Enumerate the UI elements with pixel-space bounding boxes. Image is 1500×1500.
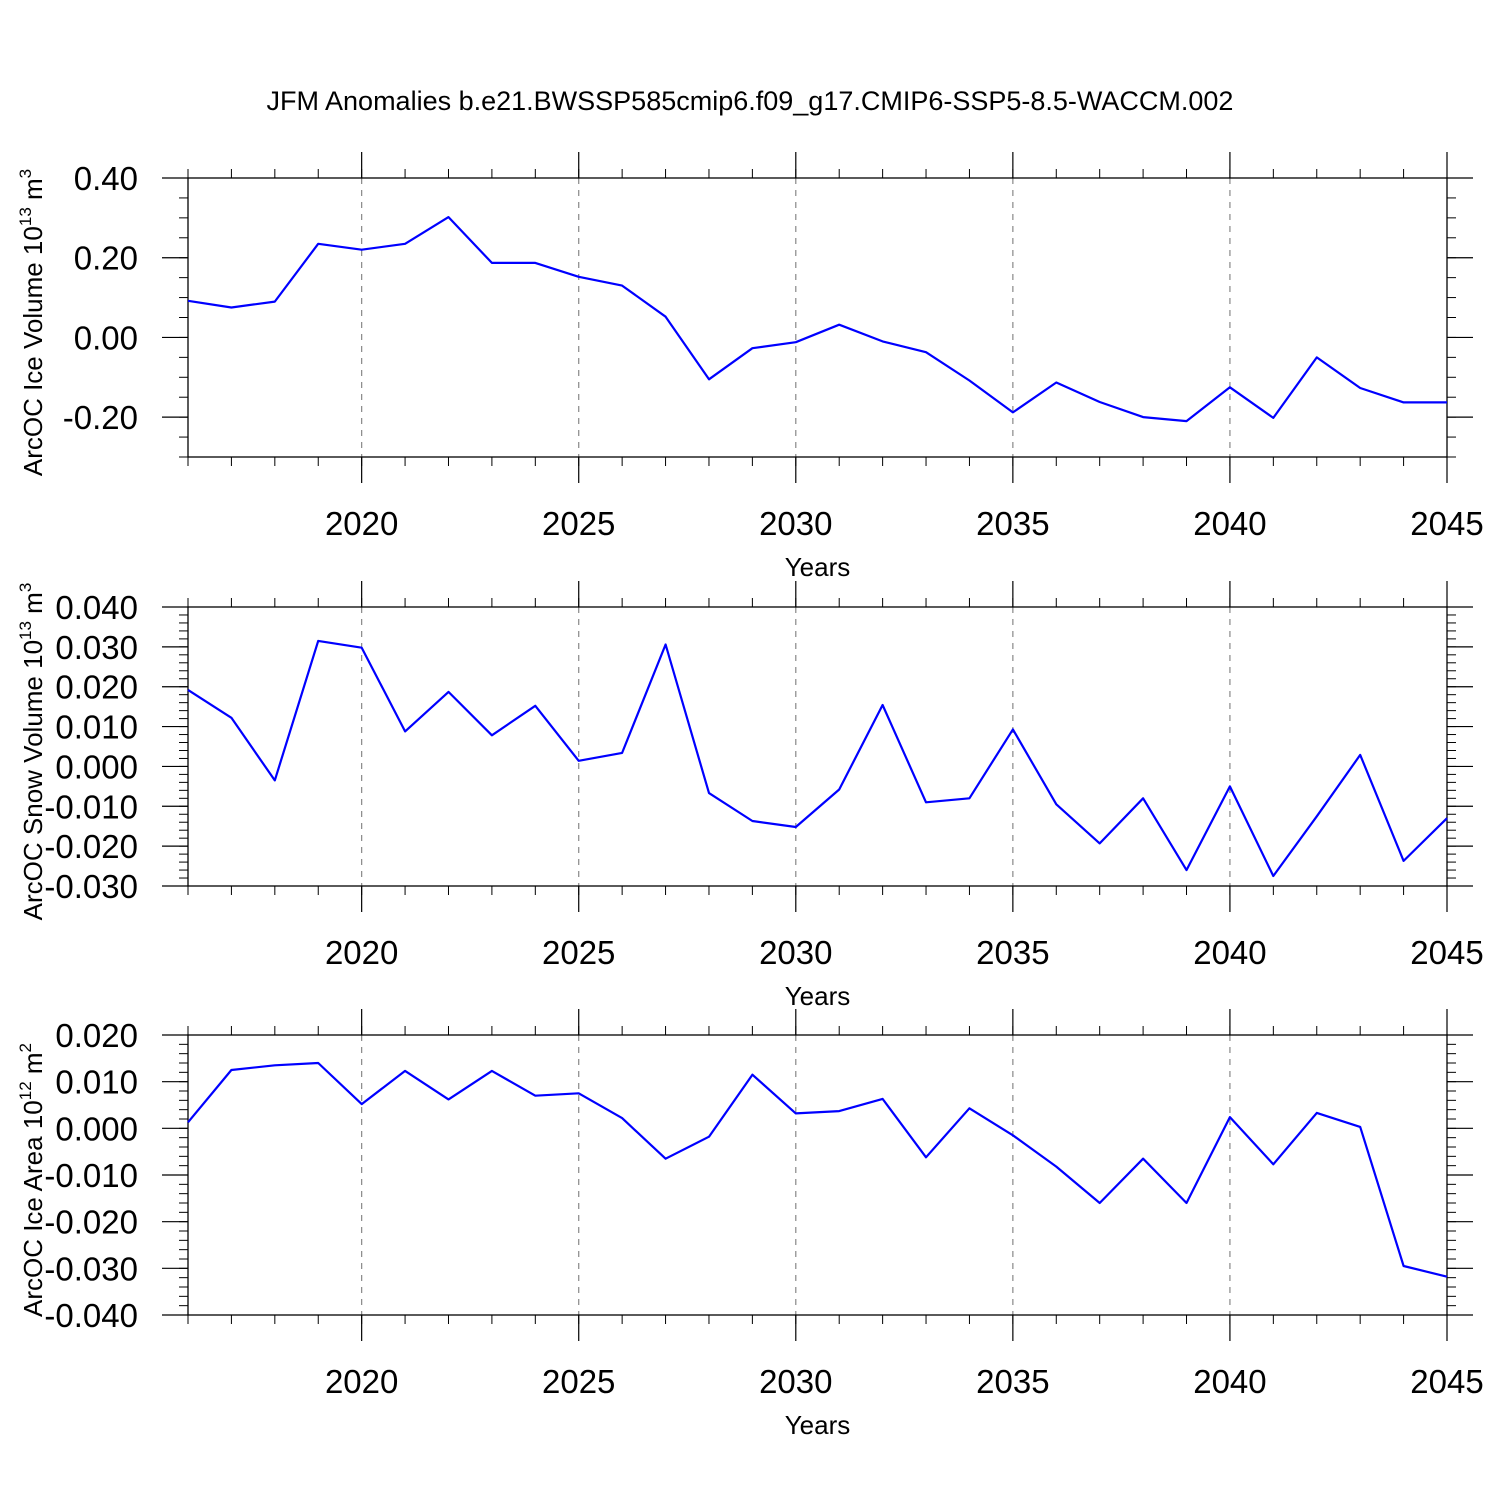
y-tick-label: 0.020: [55, 669, 138, 706]
chart-title: JFM Anomalies b.e21.BWSSP585cmip6.f09_g1…: [267, 86, 1234, 116]
y-tick-label: 0.030: [55, 629, 138, 666]
y-axis-label-unit: m: [18, 592, 48, 621]
y-axis-label-unit-exponent: 3: [16, 583, 35, 592]
x-tick-label: 2035: [976, 1363, 1049, 1400]
y-tick-label: -0.010: [44, 788, 138, 825]
x-tick-label: 2030: [759, 505, 832, 542]
x-tick-label: 2040: [1193, 1363, 1266, 1400]
x-tick-label: 2025: [542, 934, 615, 971]
series-line: [187, 639, 1448, 878]
y-tick-label: -0.040: [44, 1297, 138, 1334]
x-tick-label: 2045: [1410, 505, 1483, 542]
x-tick-label: 2030: [759, 1363, 832, 1400]
plot-frame: [187, 1034, 1448, 1316]
y-tick-label: -0.030: [44, 1250, 138, 1287]
x-tick-label: 2045: [1410, 934, 1483, 971]
y-axis-label-unit: m: [18, 1052, 48, 1081]
x-tick-label: 2035: [976, 934, 1049, 971]
plot-frame: [187, 177, 1448, 458]
x-tick-label: 2040: [1193, 934, 1266, 971]
y-axis-label: ArcOC Snow Volume 1013 m3: [16, 583, 48, 921]
y-axis-label-exponent: 13: [16, 207, 35, 226]
panel-snow-volume: -0.030-0.020-0.0100.0000.0100.0200.0300.…: [16, 581, 1484, 1011]
x-tick-label: 2035: [976, 505, 1049, 542]
y-tick-label: 0.010: [55, 709, 138, 746]
y-axis-label-unit: m: [18, 178, 48, 207]
y-tick-label: -0.020: [44, 828, 138, 865]
plot-frame: [187, 606, 1448, 887]
series-line: [187, 216, 1447, 423]
panel-ice-area: -0.040 -0.030 -0.020 -0.010 0.000 0.010 0.020 2…: [16, 1009, 1484, 1440]
x-tick-label: 2025: [542, 1363, 615, 1400]
y-tick-label: -0.010: [44, 1157, 138, 1194]
y-axis-label-exponent: 12: [16, 1081, 35, 1100]
x-axis-label: Years: [785, 552, 851, 582]
y-tick-label: 0.00: [74, 319, 138, 356]
y-tick-label: 0.000: [55, 1110, 138, 1147]
y-axis-label-unit-exponent: 2: [16, 1043, 35, 1052]
x-tick-label: 2030: [759, 934, 832, 971]
y-tick-label: 0.010: [55, 1064, 138, 1101]
y-axis-label: ArcOC Ice Volume 1013 m3: [16, 169, 48, 476]
y-tick-label: 0.000: [55, 748, 138, 785]
y-axis-label-main: ArcOC Snow Volume 10: [18, 640, 48, 920]
y-tick-label: 0.20: [74, 240, 138, 277]
series-line: [187, 1061, 1448, 1278]
y-tick-label: 0.40: [74, 160, 138, 197]
x-tick-label: 2025: [542, 505, 615, 542]
x-axis-label: Years: [785, 981, 851, 1011]
y-tick-label: -0.030: [44, 868, 138, 905]
panel-ice-volume: -0.20 0.00 0.20 0.40 2020 2025 2030 2035 2040 204…: [16, 152, 1484, 582]
y-axis-label-main: ArcOC Ice Volume 10: [18, 226, 48, 476]
y-tick-label: 0.020: [55, 1017, 138, 1054]
y-tick-label: 0.040: [55, 589, 138, 626]
y-tick-label: -0.020: [44, 1204, 138, 1241]
x-axis-label: Years: [785, 1410, 851, 1440]
x-tick-label: 2020: [325, 934, 398, 971]
y-tick-label: -0.20: [63, 399, 138, 436]
y-axis-label-unit-exponent: 3: [16, 169, 35, 178]
y-axis-label-exponent: 13: [16, 621, 35, 640]
y-axis-label: ArcOC Ice Area 1012 m2: [16, 1043, 48, 1317]
y-axis-label-main: ArcOC Ice Area 10: [18, 1100, 48, 1317]
x-tick-label: 2020: [325, 1363, 398, 1400]
x-tick-label: 2045: [1410, 1363, 1483, 1400]
x-tick-label: 2040: [1193, 505, 1266, 542]
x-tick-label: 2020: [325, 505, 398, 542]
